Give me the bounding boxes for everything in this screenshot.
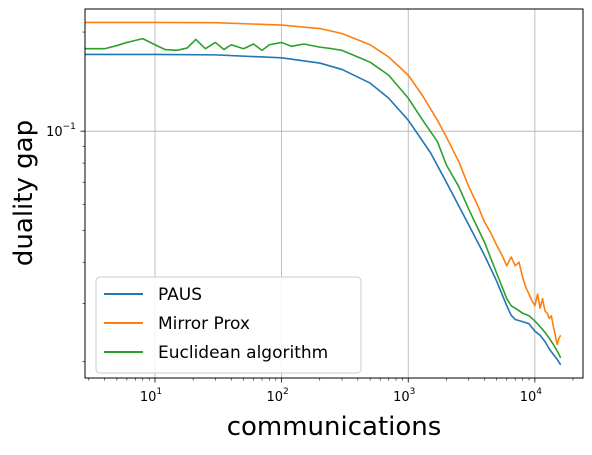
y-tick-label: 10−1 [46,122,76,140]
series-line-paus [85,53,562,366]
legend-label: Euclidean algorithm [158,343,328,363]
axis-ticks: 101 102 103 104 10−1 [46,31,574,405]
legend: PAUS Mirror Prox Euclidean algorithm [95,276,362,374]
legend-label: PAUS [158,285,202,305]
legend-label: Mirror Prox [158,314,250,334]
x-axis-label: communications [227,412,442,442]
series-line-mirror-prox [85,21,562,346]
x-tick-label: 104 [520,387,543,405]
plot-frame [84,8,584,379]
x-tick-exponent: 3 [410,387,416,397]
legend-box [95,276,362,374]
x-tick-exponent: 1 [156,387,162,397]
x-tick-label: 101 [140,387,162,405]
series-lines [85,21,562,366]
x-tick-label: 103 [393,387,415,405]
x-tick-exponent: 2 [283,387,289,397]
y-axis-label: duality gap [9,120,39,266]
series-line-euclidean-algorithm [85,37,562,359]
y-tick-exponent: −1 [63,122,76,132]
x-tick-exponent: 4 [536,387,542,397]
x-tick-label: 102 [266,387,288,405]
